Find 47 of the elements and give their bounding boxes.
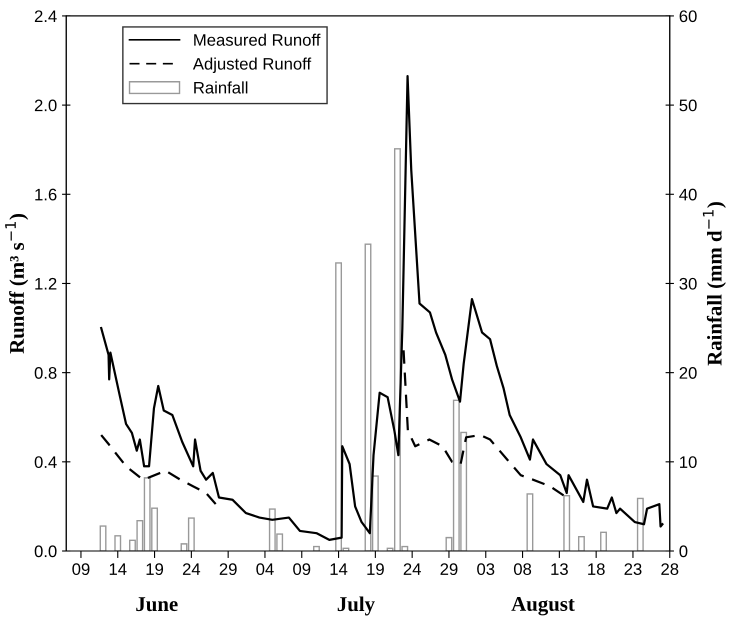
bar <box>526 493 534 552</box>
bar <box>313 546 320 552</box>
x-tick-label: 09 <box>293 563 310 576</box>
y-tick-label: 1.6 <box>35 188 56 200</box>
x-tick-label: 29 <box>440 563 458 576</box>
y-tick-label: 1.2 <box>35 278 56 290</box>
x-tick-label: 18 <box>588 563 605 576</box>
y-tick-label: 2.4 <box>34 10 57 22</box>
y2-tick-label: 60 <box>680 10 697 22</box>
text: June <box>136 597 178 612</box>
y-axis-title: Runoff (m³ s$^{−1}$) <box>5 214 28 354</box>
text: July <box>338 596 375 616</box>
y2-tick-label: 40 <box>679 188 697 200</box>
x-tick-label: 24 <box>182 563 200 575</box>
bar <box>600 532 607 552</box>
y2-tick-label: 10 <box>680 456 697 468</box>
x-tick-label: 14 <box>110 563 127 575</box>
x-tick-label: 19 <box>367 563 384 576</box>
x-tick-label: 04 <box>256 563 274 576</box>
x-tick-label: 28 <box>661 563 678 576</box>
x-tick-label: 14 <box>330 563 348 575</box>
x-tick-label: 29 <box>220 563 237 576</box>
legend-label: Measured Runoff <box>194 34 320 46</box>
y-tick-label: 0.8 <box>34 367 56 379</box>
x-tick-label: 24 <box>404 563 421 575</box>
y2-tick-label: 0 <box>679 545 688 558</box>
y-tick-label: 0.4 <box>34 456 57 468</box>
bar <box>114 535 122 552</box>
x-tick-label: 13 <box>551 563 568 576</box>
y-tick-label: 2.0 <box>34 100 57 112</box>
bar <box>100 525 106 552</box>
y2-axis-title: Rainfall (mm d$^{−1}$) <box>702 202 726 366</box>
y-tick-label: 0.0 <box>34 545 57 558</box>
x-tick-label: 08 <box>514 563 532 576</box>
legend-label: Rainfall <box>194 81 248 94</box>
text: August <box>511 597 575 616</box>
x-tick-label: 23 <box>624 563 642 576</box>
bar <box>636 498 644 552</box>
bar <box>578 536 585 552</box>
legend-label: Adjusted Runoff <box>192 57 312 74</box>
bar <box>563 495 570 552</box>
y2-tick-label: 30 <box>679 278 697 290</box>
x-tick-label: 09 <box>72 563 90 576</box>
y2-tick-label: 20 <box>680 367 697 379</box>
y2-tick-label: 50 <box>679 100 697 112</box>
x-tick-label: 19 <box>146 563 164 576</box>
x-tick-label: 03 <box>477 563 494 576</box>
